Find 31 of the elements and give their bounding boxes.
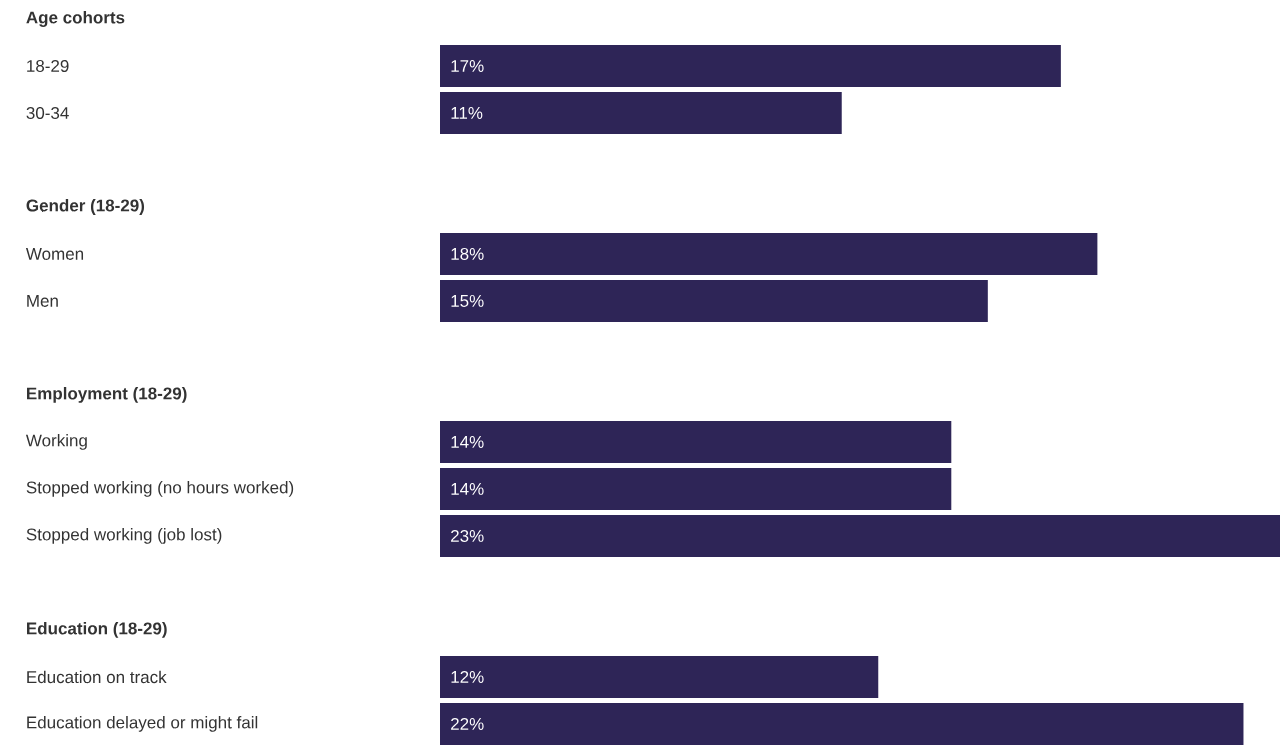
data-label: 14%	[451, 483, 484, 495]
data-label: 14%	[451, 436, 484, 448]
y-tick-label: Women	[25, 248, 84, 260]
data-label: 18%	[451, 247, 484, 261]
y-tick-label: Employment (18-29)	[27, 387, 187, 403]
bar	[440, 702, 1244, 745]
y-tick-label: Education delayed or might fail	[27, 716, 258, 732]
y-tick-label: Men	[27, 295, 58, 307]
data-label: 17%	[451, 60, 484, 72]
y-tick-label: Education (18-29)	[27, 622, 167, 638]
data-label: 15%	[451, 295, 484, 307]
bar	[440, 233, 1098, 276]
bar	[440, 467, 952, 510]
y-tick-label: Age cohorts	[26, 11, 125, 27]
data-label: 22%	[451, 717, 484, 730]
y-tick-label: Stopped working (job lost)	[26, 528, 222, 544]
y-tick-label: Gender (18-29)	[26, 199, 145, 215]
bar	[440, 280, 988, 322]
y-tick-label: Education on track	[27, 670, 167, 684]
data-label: 12%	[451, 670, 484, 683]
bar	[440, 45, 1061, 88]
bar	[440, 420, 952, 463]
y-tick-label: 18-29	[27, 60, 69, 73]
y-tick-label: Working	[25, 434, 87, 450]
bar	[440, 92, 842, 135]
y-tick-label: 30-34	[26, 107, 69, 120]
data-label: 23%	[451, 529, 484, 542]
bar	[440, 655, 879, 698]
data-label: 11%	[451, 107, 483, 119]
bar	[440, 514, 1280, 557]
y-tick-label: Stopped working (no hours worked)	[26, 481, 294, 497]
